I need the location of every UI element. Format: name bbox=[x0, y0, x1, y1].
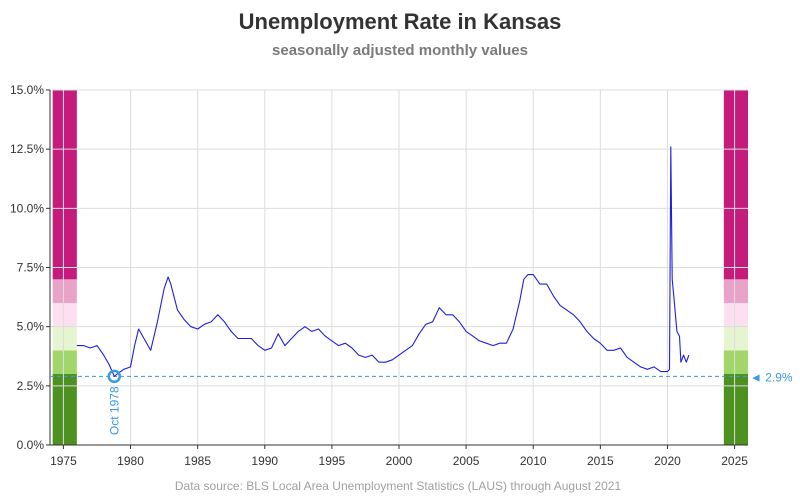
minimum-label: Oct 1978 bbox=[107, 386, 121, 435]
x-axis-ticks: 1975 1980 1985 1990 1995 2000 2005 2010 2015 2020… bbox=[50, 445, 748, 468]
chart-title: Unemployment Rate in Kansas bbox=[239, 9, 562, 34]
y-axis-ticks: 0.0% 2.5% 5.0% 7.5% 10.0% 12.5% 15.0% bbox=[10, 83, 50, 452]
series-line-group bbox=[76, 146, 690, 377]
right-band-2 bbox=[723, 326, 748, 351]
x-tick-label: 2015 bbox=[587, 454, 614, 468]
y-tick-label: 12.5% bbox=[10, 142, 44, 156]
y-tick-label: 15.0% bbox=[10, 83, 44, 97]
y-tick-label: 2.5% bbox=[17, 379, 45, 393]
chart-subtitle: seasonally adjusted monthly values bbox=[272, 42, 528, 59]
x-tick-label: 1995 bbox=[319, 454, 346, 468]
right-band-1 bbox=[723, 350, 748, 374]
x-tick-label: 1980 bbox=[117, 454, 144, 468]
left-band-3 bbox=[52, 303, 77, 327]
minimum-reference-line: ◄ 2.9% bbox=[50, 370, 793, 384]
x-tick-label: 2020 bbox=[654, 454, 681, 468]
y-tick-label: 0.0% bbox=[17, 438, 45, 452]
minimum-marker: Oct 1978 bbox=[107, 369, 122, 435]
x-tick-label: 2005 bbox=[453, 454, 480, 468]
right-band-3 bbox=[723, 303, 748, 327]
left-band-4 bbox=[52, 279, 77, 303]
right-band-5 bbox=[723, 90, 748, 280]
data-source-note: Data source: BLS Local Area Unemployment… bbox=[175, 479, 622, 493]
left-band-2 bbox=[52, 326, 77, 351]
y-tick-label: 7.5% bbox=[17, 261, 45, 275]
x-tick-label: 2000 bbox=[386, 454, 413, 468]
right-band-4 bbox=[723, 279, 748, 303]
reference-label: ◄ 2.9% bbox=[750, 370, 793, 384]
left-band-1 bbox=[52, 350, 77, 374]
y-tick-label: 5.0% bbox=[17, 320, 45, 334]
x-tick-label: 1985 bbox=[184, 454, 211, 468]
series-line-0 bbox=[76, 146, 690, 377]
minimum-point bbox=[107, 369, 122, 384]
x-tick-label: 2025 bbox=[721, 454, 748, 468]
x-tick-label: 1990 bbox=[251, 454, 278, 468]
right-band-0 bbox=[723, 374, 748, 445]
y-tick-label: 10.0% bbox=[10, 201, 44, 215]
grid-lines bbox=[50, 89, 748, 446]
left-band-5 bbox=[52, 90, 77, 280]
left-band-0 bbox=[52, 374, 77, 445]
x-tick-label: 1975 bbox=[50, 454, 77, 468]
x-tick-label: 2010 bbox=[520, 454, 547, 468]
